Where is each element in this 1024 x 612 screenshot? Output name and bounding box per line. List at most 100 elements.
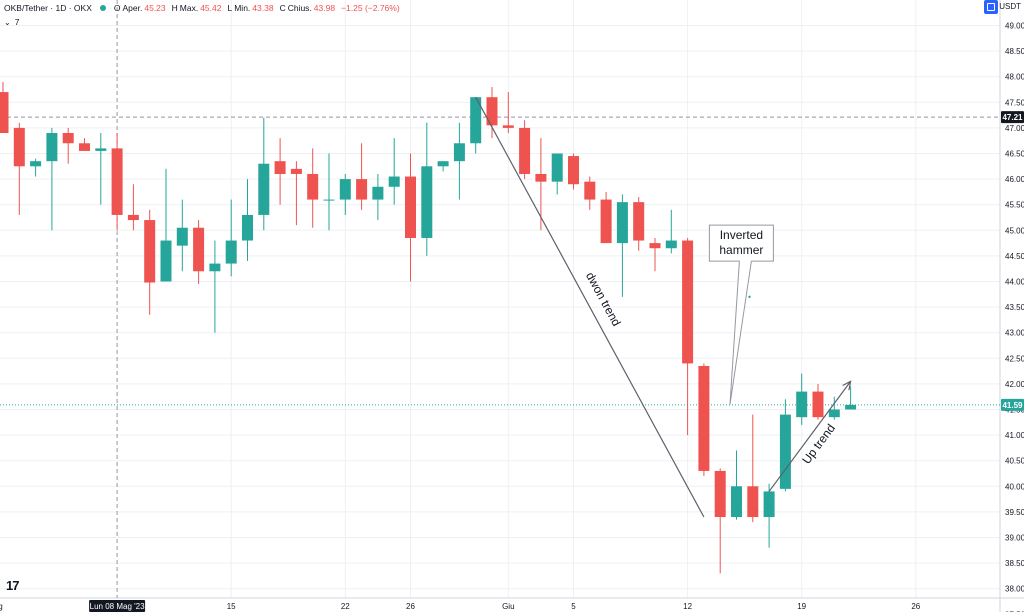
candle-body bbox=[828, 409, 840, 418]
callout-box bbox=[708, 224, 774, 405]
last-price-badge-bg bbox=[1001, 398, 1024, 411]
candle-body bbox=[372, 186, 384, 200]
callout-label: Inverted bbox=[720, 228, 763, 242]
indicators-toggle[interactable]: ⌄ 7 bbox=[4, 17, 19, 27]
x-axis: Mag 15 22 26 Giu 5 12 19 26 bbox=[0, 597, 1024, 611]
candle-body bbox=[307, 173, 319, 200]
price-tick-label: 42.00 bbox=[1005, 380, 1024, 389]
symbol-legend[interactable]: OKB/Tether · 1D · OKX O Aper. 45.23 H Ma… bbox=[4, 1, 406, 15]
crosshair-date-badge-bg bbox=[89, 600, 146, 612]
price-tick-label: 44.50 bbox=[1005, 252, 1024, 261]
candle-body bbox=[812, 391, 824, 418]
candle-body bbox=[502, 125, 514, 128]
candle-body bbox=[453, 143, 465, 162]
low-label: L bbox=[227, 3, 233, 13]
crosshair-price-badge-bg bbox=[1001, 111, 1024, 124]
chevron-down-icon: ⌄ bbox=[4, 17, 11, 27]
candle-body bbox=[731, 486, 742, 518]
price-tick-label: 40.00 bbox=[1005, 482, 1024, 491]
crosshair-price-badge: 47.21 bbox=[1002, 113, 1023, 122]
candle-body bbox=[616, 202, 628, 244]
open-label: O bbox=[113, 3, 121, 13]
candle-body bbox=[290, 168, 302, 174]
date-tick-label: Giu bbox=[502, 602, 514, 611]
candle-body bbox=[95, 148, 107, 151]
candle-body bbox=[274, 161, 286, 174]
date-tick-label: 26 bbox=[406, 602, 415, 611]
axis-badges: 47.21 41.59 Lun 08 Mag '23 bbox=[89, 111, 1024, 612]
candle-body bbox=[242, 214, 253, 241]
close-value: 43.98 bbox=[313, 3, 336, 13]
candle-body bbox=[111, 148, 123, 215]
candle-body bbox=[176, 227, 188, 246]
candle-body bbox=[193, 227, 205, 272]
date-tick-label: 12 bbox=[683, 602, 692, 611]
high-label: H bbox=[171, 3, 178, 13]
price-tick-label: 45.00 bbox=[1005, 226, 1024, 235]
candle-body bbox=[779, 414, 791, 489]
date-tick-label: Mag bbox=[0, 602, 3, 611]
candle-body bbox=[46, 133, 58, 162]
down-trend-line bbox=[475, 96, 705, 518]
price-tick-label: 43.00 bbox=[1005, 329, 1024, 338]
open-value: 45.23 bbox=[144, 3, 166, 13]
candle-body bbox=[584, 181, 596, 200]
candle-body bbox=[600, 199, 612, 244]
chart-settings-button[interactable] bbox=[984, 0, 998, 14]
price-tick-label: 49.00 bbox=[1005, 22, 1024, 31]
open-word: Aper. bbox=[122, 3, 143, 13]
candle-body bbox=[845, 404, 857, 410]
candles bbox=[0, 81, 857, 574]
candle-body bbox=[665, 240, 677, 249]
candle-body bbox=[519, 127, 531, 174]
up-trend-line bbox=[768, 380, 852, 492]
candle-body bbox=[649, 243, 661, 249]
up-trend-label: Up trend bbox=[799, 421, 838, 466]
indicators-count: 7 bbox=[14, 17, 20, 27]
candle-body bbox=[682, 240, 694, 364]
candle-body bbox=[62, 133, 74, 144]
crosshair bbox=[0, 0, 1000, 598]
candle-body bbox=[421, 166, 433, 238]
price-tick-label: 40.50 bbox=[1005, 457, 1024, 466]
date-tick-label: 5 bbox=[571, 602, 576, 611]
symbol-title[interactable]: OKB/Tether · 1D · OKX bbox=[4, 3, 92, 13]
date-tick-label: 22 bbox=[341, 602, 350, 611]
callout-label: hammer bbox=[719, 243, 763, 257]
candle-body bbox=[127, 214, 139, 221]
last-price-badge: 41.59 bbox=[1002, 401, 1023, 410]
price-tick-label: 37.50 bbox=[1005, 610, 1024, 612]
tradingview-logo-icon: 17 bbox=[6, 578, 20, 593]
currency-unit: USDT bbox=[999, 2, 1021, 11]
price-tick-label: 47.00 bbox=[1005, 124, 1024, 133]
candle-body bbox=[323, 199, 335, 201]
candle-body bbox=[486, 97, 498, 126]
marker-dot bbox=[748, 295, 751, 299]
down-trend-label: dwon trend bbox=[583, 270, 624, 329]
candle-body bbox=[470, 97, 482, 144]
price-tick-label: 39.00 bbox=[1005, 534, 1024, 543]
price-tick-label: 43.50 bbox=[1005, 303, 1024, 312]
candle-body bbox=[339, 179, 351, 200]
price-tick-label: 38.50 bbox=[1005, 559, 1024, 568]
price-tick-label: 45.50 bbox=[1005, 201, 1024, 210]
date-tick-label: 15 bbox=[227, 602, 236, 611]
crosshair-date-badge: Lun 08 Mag '23 bbox=[90, 602, 145, 611]
price-tick-label: 46.50 bbox=[1005, 150, 1024, 159]
chart-grid bbox=[0, 0, 1000, 598]
candle-body bbox=[258, 163, 270, 215]
candle-body bbox=[747, 486, 759, 518]
price-tick-label: 39.50 bbox=[1005, 508, 1024, 517]
high-value: 45.42 bbox=[200, 3, 222, 13]
candle-body bbox=[568, 156, 579, 185]
price-tick-label: 42.50 bbox=[1005, 354, 1024, 363]
high-word: Max. bbox=[179, 3, 199, 13]
candle-body bbox=[144, 220, 156, 283]
candle-body bbox=[714, 470, 726, 518]
candle-body bbox=[437, 161, 449, 167]
price-tick-label: 44.00 bbox=[1005, 278, 1024, 287]
change-value: −1.25 (−2.76%) bbox=[341, 3, 400, 13]
candle-body bbox=[79, 143, 90, 151]
candle-body bbox=[551, 153, 563, 182]
